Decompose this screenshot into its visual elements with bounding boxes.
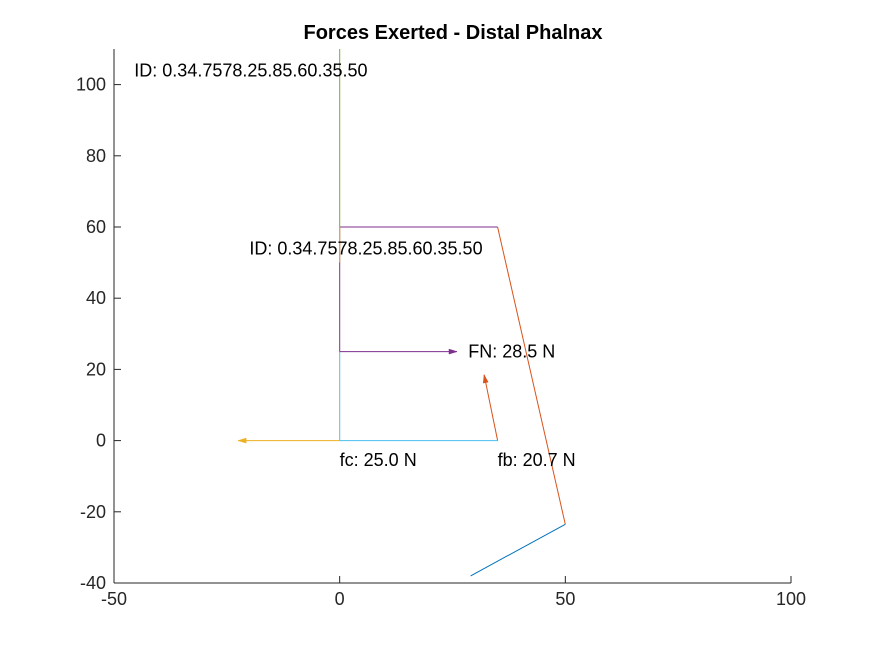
- x-tick-label: 100: [776, 589, 806, 609]
- y-tick-label: 60: [86, 217, 106, 237]
- arrow-head: [237, 437, 247, 444]
- force-arrow-9: [339, 348, 458, 355]
- y-tick-label: 20: [86, 359, 106, 379]
- y-tick-label: 0: [96, 431, 106, 451]
- y-tick-label: 40: [86, 288, 106, 308]
- force-arrow-8: [237, 437, 340, 444]
- x-tick-label: 50: [555, 589, 575, 609]
- annotation-label: ID: 0.34.7578.25.85.60.35.50: [249, 238, 482, 258]
- axes: -50 0 50 100 -40 -20 0 20 40 60 80 100: [76, 49, 806, 609]
- series-line-1: [497, 226, 566, 525]
- y-tick-label: -40: [80, 573, 106, 593]
- annotation-label: fc: 25.0 N: [340, 450, 417, 470]
- plot-arrows: [237, 348, 499, 444]
- arrow-shaft: [483, 374, 499, 441]
- plot-lines: [339, 49, 566, 577]
- y-tick-label: 80: [86, 146, 106, 166]
- annotation-label: fb: 20.7 N: [498, 450, 576, 470]
- chart-title: Forces Exerted - Distal Phalnax: [303, 22, 602, 44]
- y-tick-label: 100: [76, 75, 106, 95]
- arrow-head: [482, 373, 489, 384]
- x-tick-label: 0: [335, 589, 345, 609]
- annotation-label: FN: 28.5 N: [468, 342, 555, 362]
- arrow-head: [448, 348, 458, 355]
- series-line-0: [470, 523, 566, 577]
- annotation-label: ID: 0.34.7578.25.85.60.35.50: [134, 60, 367, 80]
- y-tick-label: -20: [80, 502, 106, 522]
- force-arrow-10: [482, 373, 499, 441]
- annotations: ID: 0.34.7578.25.85.60.35.50 ID: 0.34.757…: [134, 60, 575, 470]
- x-tick-label: -50: [101, 589, 127, 609]
